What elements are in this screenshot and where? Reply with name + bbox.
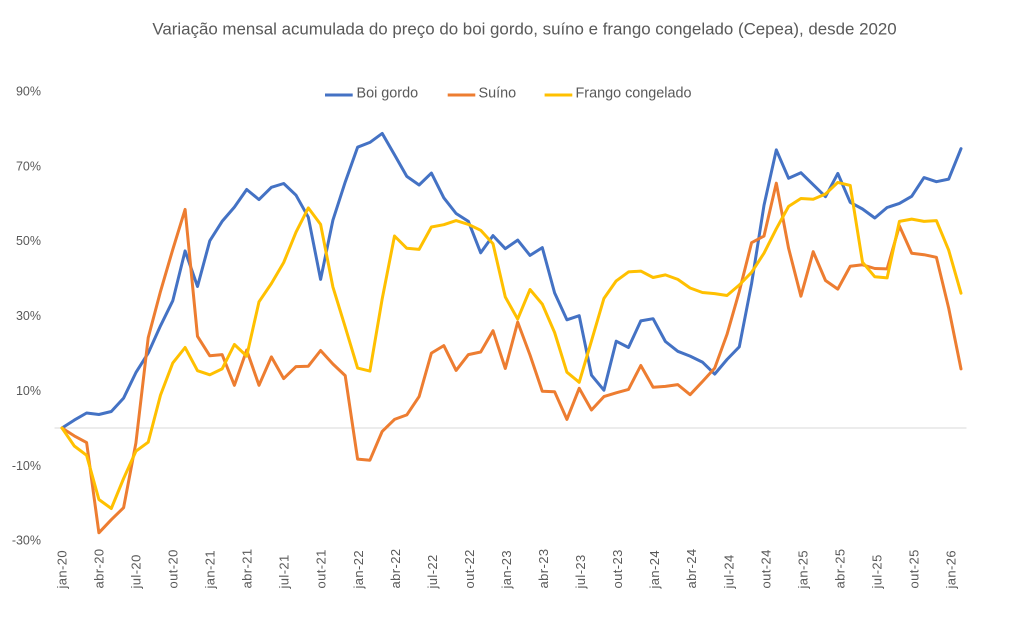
svg-text:jan-20: jan-20 [54, 550, 69, 590]
svg-text:abr-20: abr-20 [92, 549, 107, 589]
svg-text:-30%: -30% [12, 534, 41, 548]
svg-text:abr-24: abr-24 [684, 549, 699, 589]
svg-text:-10%: -10% [12, 459, 41, 473]
svg-text:jul-21: jul-21 [277, 554, 292, 589]
svg-text:out-21: out-21 [314, 549, 329, 588]
svg-text:out-22: out-22 [462, 549, 477, 588]
svg-text:out-24: out-24 [758, 549, 773, 588]
svg-text:10%: 10% [16, 384, 41, 398]
svg-text:jan-23: jan-23 [499, 550, 514, 590]
svg-text:jan-25: jan-25 [795, 550, 810, 590]
svg-text:jul-25: jul-25 [870, 554, 885, 589]
svg-text:Suíno: Suíno [479, 85, 517, 101]
svg-text:90%: 90% [16, 85, 41, 99]
svg-text:Boi gordo: Boi gordo [357, 85, 419, 101]
svg-text:abr-21: abr-21 [240, 549, 255, 589]
svg-text:out-20: out-20 [166, 549, 181, 588]
svg-text:jan-22: jan-22 [351, 550, 366, 590]
svg-text:Frango congelado: Frango congelado [576, 85, 692, 101]
svg-text:abr-25: abr-25 [833, 549, 848, 589]
svg-text:jul-23: jul-23 [573, 554, 588, 589]
svg-text:abr-23: abr-23 [536, 549, 551, 589]
svg-text:out-23: out-23 [610, 549, 625, 588]
svg-text:Variação mensal acumulada do p: Variação mensal acumulada do preço do bo… [152, 20, 896, 39]
svg-text:jan-24: jan-24 [647, 550, 662, 590]
svg-text:jul-22: jul-22 [425, 554, 440, 589]
svg-text:abr-22: abr-22 [388, 549, 403, 589]
svg-text:70%: 70% [16, 159, 41, 173]
svg-text:30%: 30% [16, 309, 41, 323]
svg-text:out-25: out-25 [907, 549, 922, 588]
svg-text:jan-26: jan-26 [944, 550, 959, 590]
svg-text:50%: 50% [16, 234, 41, 248]
svg-text:jul-24: jul-24 [721, 554, 736, 589]
svg-text:jul-20: jul-20 [129, 554, 144, 589]
svg-text:jan-21: jan-21 [203, 550, 218, 590]
